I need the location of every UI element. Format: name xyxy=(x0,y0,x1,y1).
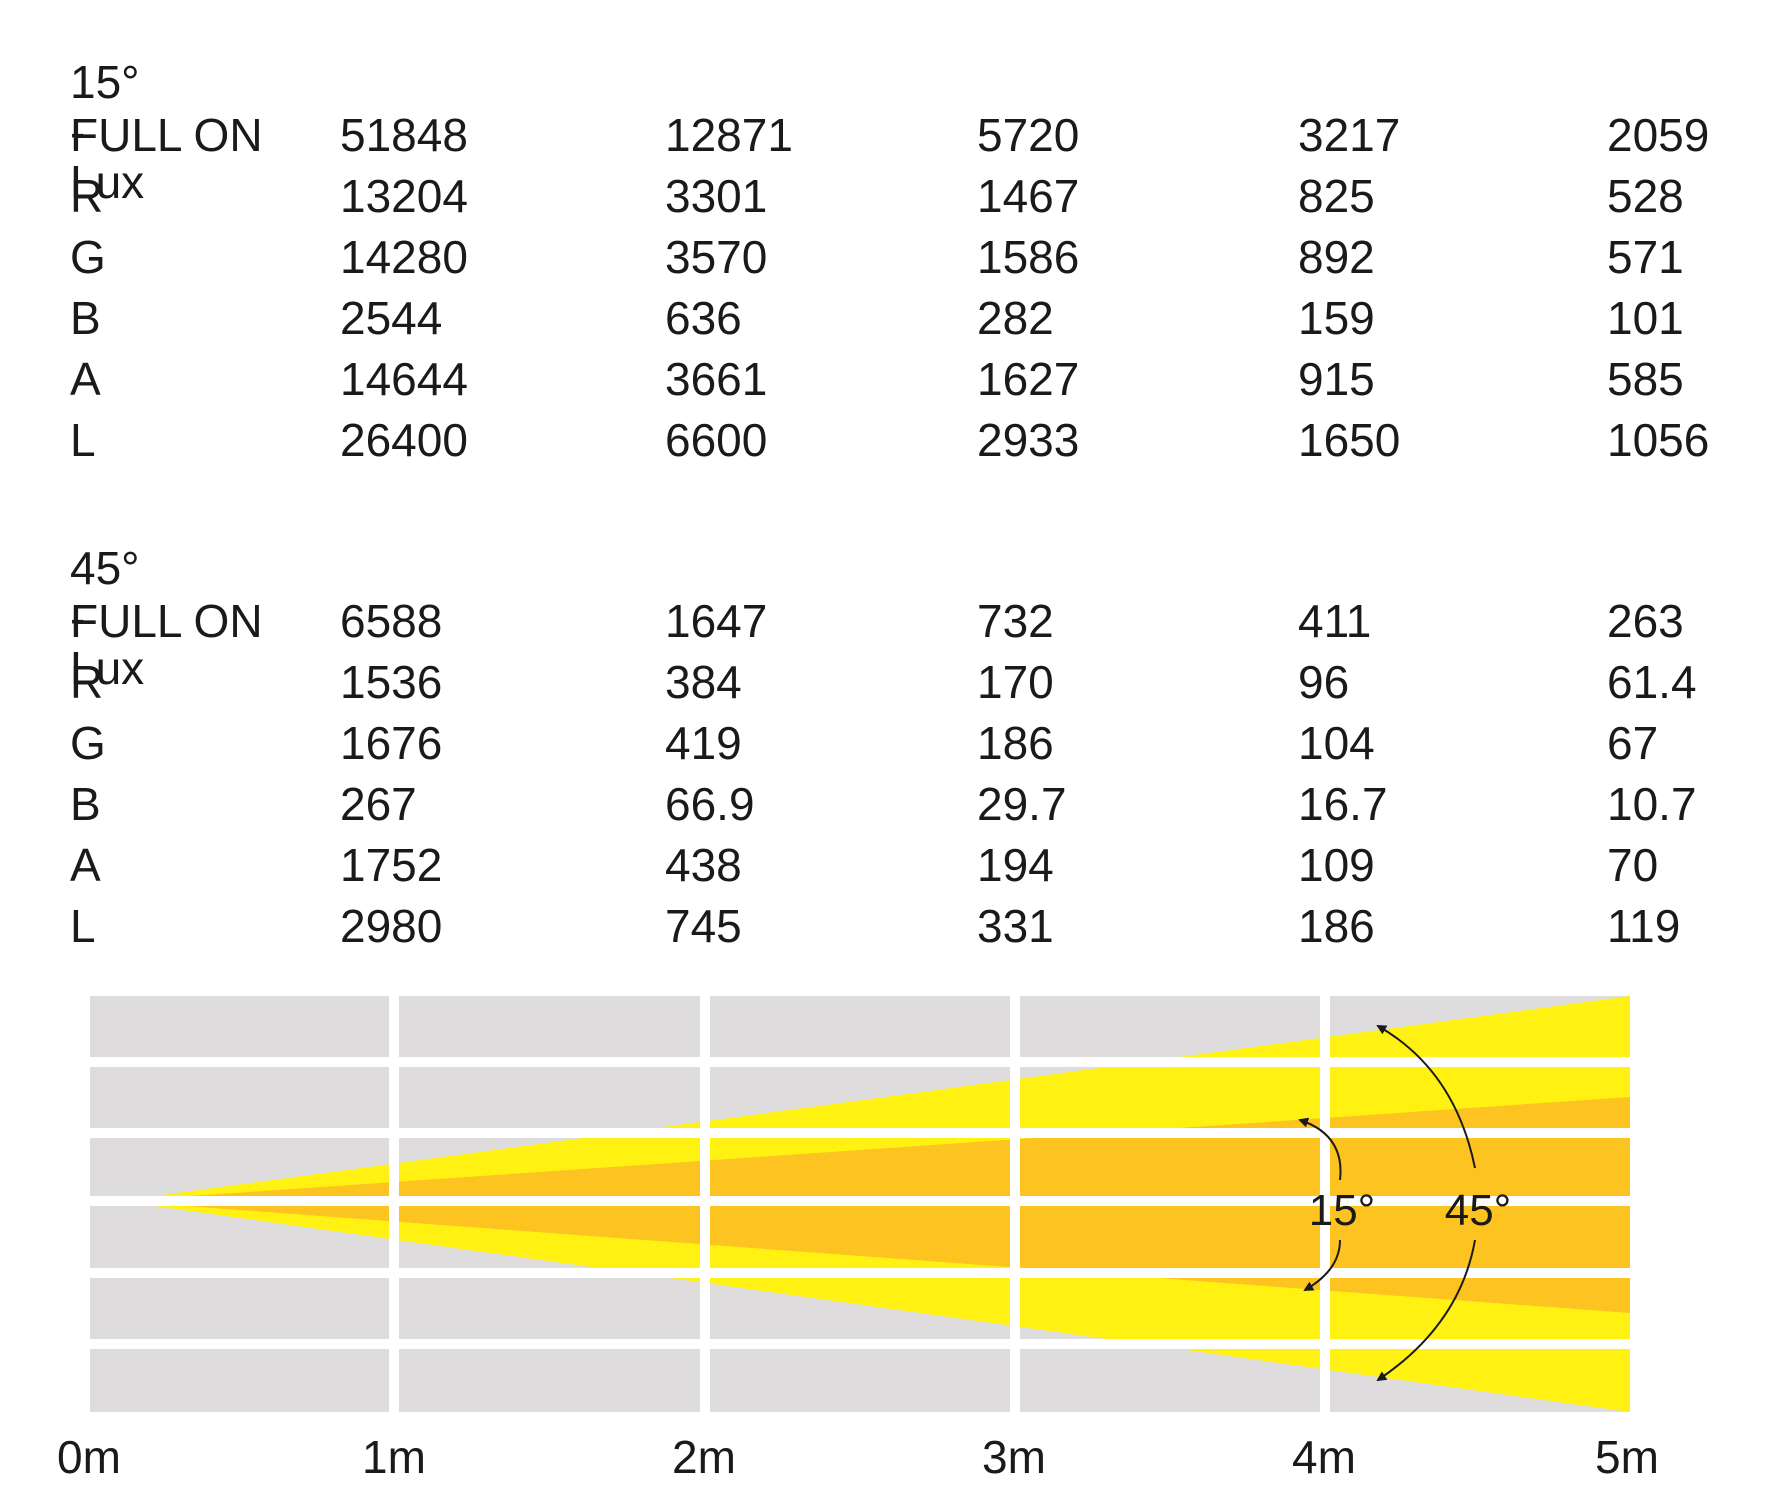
cell-value: 109 xyxy=(1298,839,1375,891)
distance-label: 1m xyxy=(362,1431,426,1483)
cell-value: 6600 xyxy=(665,414,768,466)
grid-line xyxy=(90,1196,1630,1206)
cell-value: 61.4 xyxy=(1607,656,1697,708)
distance-label: 2m xyxy=(672,1431,736,1483)
cell-value: 10.7 xyxy=(1607,778,1697,830)
row-label: B xyxy=(70,292,101,344)
cell-value: 5720 xyxy=(977,109,1080,161)
row-label: R xyxy=(70,170,104,222)
grid-line xyxy=(90,1128,1630,1138)
cell-value: 16.7 xyxy=(1298,778,1388,830)
cell-value: 1752 xyxy=(340,839,443,891)
cell-value: 1056 xyxy=(1607,414,1710,466)
distance-label: 0m xyxy=(57,1431,121,1483)
cell-value: 2980 xyxy=(340,900,443,952)
cell-value: 384 xyxy=(665,656,742,708)
row-label: A xyxy=(70,353,101,405)
cell-value: 194 xyxy=(977,839,1054,891)
cell-value: 745 xyxy=(665,900,742,952)
cell-value: 263 xyxy=(1607,595,1684,647)
cell-value: 267 xyxy=(340,778,417,830)
table-title-45: 45° - Lux xyxy=(70,542,145,694)
cell-value: 6588 xyxy=(340,595,443,647)
cell-value: 119 xyxy=(1607,900,1681,952)
cell-value: 2059 xyxy=(1607,109,1710,161)
row-label: FULL ON xyxy=(70,595,263,647)
cell-value: 2933 xyxy=(977,414,1080,466)
cell-value: 892 xyxy=(1298,231,1375,283)
cell-value: 101 xyxy=(1607,292,1684,344)
beam-label-45: 45° xyxy=(1445,1186,1512,1235)
grid-line xyxy=(1320,996,1330,1412)
cell-value: 29.7 xyxy=(977,778,1067,830)
grid-line xyxy=(700,996,710,1412)
row-label: L xyxy=(70,900,96,952)
cell-value: 732 xyxy=(977,595,1054,647)
row-label: L xyxy=(70,414,96,466)
distance-label: 3m xyxy=(982,1431,1046,1483)
cell-value: 3661 xyxy=(665,353,768,405)
row-label: A xyxy=(70,839,101,891)
grid-line xyxy=(1010,996,1020,1412)
cell-value: 159 xyxy=(1298,292,1375,344)
angle-arrow-15-lower xyxy=(1303,1239,1341,1291)
cell-value: 1586 xyxy=(977,231,1080,283)
row-label: R xyxy=(70,656,104,708)
grid-lines xyxy=(90,996,1630,1412)
distance-label: 4m xyxy=(1292,1431,1356,1483)
cell-value: 14644 xyxy=(340,353,468,405)
cell-value: 96 xyxy=(1298,656,1350,708)
cell-value: 13204 xyxy=(340,170,468,222)
cell-value: 1676 xyxy=(340,717,443,769)
cell-value: 636 xyxy=(665,292,742,344)
table-title-15: 15° - Lux xyxy=(70,56,145,208)
grid-line xyxy=(90,1268,1630,1278)
row-label: B xyxy=(70,778,101,830)
cell-value: 1647 xyxy=(665,595,768,647)
cell-value: 419 xyxy=(665,717,742,769)
cell-value: 571 xyxy=(1607,231,1684,283)
cell-value: 2544 xyxy=(340,292,443,344)
distance-label: 5m xyxy=(1595,1431,1659,1483)
angle-arrow-45-upper xyxy=(1376,1025,1476,1169)
cell-value: 51848 xyxy=(340,109,468,161)
cell-value: 411 xyxy=(1298,595,1372,647)
cell-value: 1650 xyxy=(1298,414,1401,466)
cell-value: 1627 xyxy=(977,353,1080,405)
cell-value: 66.9 xyxy=(665,778,755,830)
angle-arrow-45-lower xyxy=(1376,1239,1476,1382)
angle-arrow-15-upper xyxy=(1298,1117,1342,1181)
cell-value: 825 xyxy=(1298,170,1375,222)
cell-value: 170 xyxy=(977,656,1054,708)
cell-value: 282 xyxy=(977,292,1054,344)
cell-value: 14280 xyxy=(340,231,468,283)
grid-line xyxy=(389,996,399,1412)
cell-value: 67 xyxy=(1607,717,1659,769)
row-label: G xyxy=(70,231,106,283)
cell-value: 3301 xyxy=(665,170,768,222)
cell-value: 186 xyxy=(977,717,1054,769)
cell-value: 3570 xyxy=(665,231,768,283)
cell-value: 186 xyxy=(1298,900,1375,952)
cell-value: 104 xyxy=(1298,717,1375,769)
grid-line xyxy=(90,1057,1630,1067)
cell-value: 3217 xyxy=(1298,109,1401,161)
cell-value: 12871 xyxy=(665,109,793,161)
cell-value: 915 xyxy=(1298,353,1375,405)
cell-value: 26400 xyxy=(340,414,468,466)
cell-value: 585 xyxy=(1607,353,1684,405)
cell-value: 331 xyxy=(977,900,1054,952)
row-label: G xyxy=(70,717,106,769)
cell-value: 438 xyxy=(665,839,742,891)
row-label: FULL ON xyxy=(70,109,263,161)
beam-label-15: 15° xyxy=(1309,1186,1376,1235)
cell-value: 70 xyxy=(1607,839,1659,891)
cell-value: 1467 xyxy=(977,170,1080,222)
cell-value: 528 xyxy=(1607,170,1684,222)
grid-line xyxy=(90,1339,1630,1349)
cell-value: 1536 xyxy=(340,656,443,708)
